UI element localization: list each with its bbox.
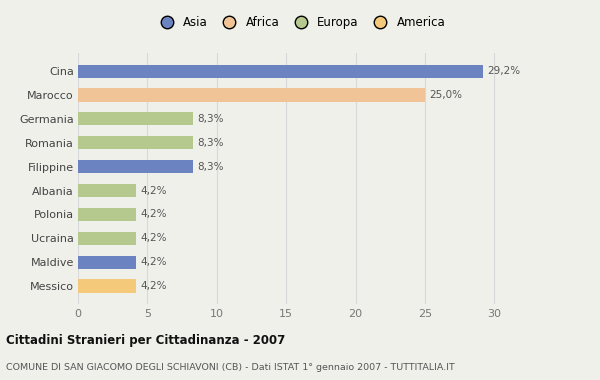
Text: 4,2%: 4,2%: [140, 209, 167, 219]
Legend: Asia, Africa, Europa, America: Asia, Africa, Europa, America: [152, 14, 448, 32]
Text: 8,3%: 8,3%: [197, 114, 224, 124]
Text: 29,2%: 29,2%: [487, 66, 520, 76]
Bar: [78, 184, 136, 197]
Bar: [78, 208, 136, 221]
Bar: [78, 279, 136, 293]
Text: 8,3%: 8,3%: [197, 138, 224, 148]
Bar: [78, 232, 136, 245]
Bar: [78, 112, 193, 125]
Bar: [78, 136, 193, 149]
Text: 4,2%: 4,2%: [140, 281, 167, 291]
Bar: [78, 256, 136, 269]
Text: 25,0%: 25,0%: [429, 90, 462, 100]
Bar: [78, 160, 193, 173]
Text: 8,3%: 8,3%: [197, 162, 224, 172]
Text: 4,2%: 4,2%: [140, 257, 167, 267]
Bar: [78, 65, 483, 78]
Text: 4,2%: 4,2%: [140, 185, 167, 196]
Text: 4,2%: 4,2%: [140, 233, 167, 243]
Bar: [78, 89, 425, 101]
Text: COMUNE DI SAN GIACOMO DEGLI SCHIAVONI (CB) - Dati ISTAT 1° gennaio 2007 - TUTTIT: COMUNE DI SAN GIACOMO DEGLI SCHIAVONI (C…: [6, 364, 455, 372]
Text: Cittadini Stranieri per Cittadinanza - 2007: Cittadini Stranieri per Cittadinanza - 2…: [6, 334, 285, 347]
